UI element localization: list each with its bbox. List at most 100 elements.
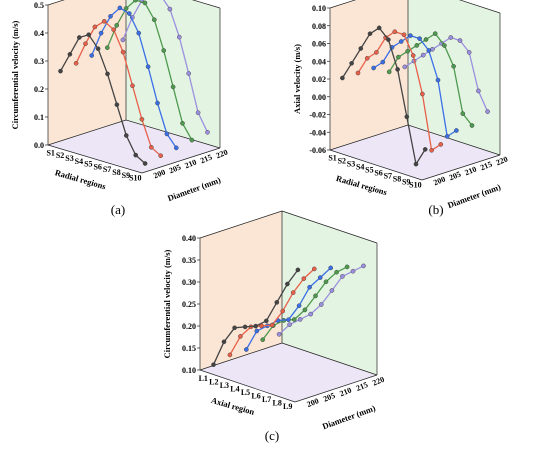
data-point	[386, 37, 391, 43]
z-tick-label: -0.06	[309, 146, 326, 155]
data-point	[133, 0, 138, 3]
diameter-tick-label: 220	[215, 148, 229, 161]
data-point	[454, 128, 459, 133]
z-tick-label: 0.06	[312, 40, 326, 49]
data-point	[344, 264, 350, 270]
data-point	[420, 91, 425, 97]
box-edge	[329, 0, 357, 9]
box-edge	[199, 210, 283, 239]
data-point	[105, 45, 110, 51]
data-point	[329, 288, 335, 293]
box-edge	[407, 124, 501, 156]
z-tick-label: 0.0	[34, 141, 44, 150]
box-edge	[281, 342, 378, 376]
z-tick-label: -0.02	[309, 111, 326, 120]
data-point	[402, 64, 408, 70]
data-point	[195, 110, 201, 115]
box-edge	[47, 0, 65, 6]
data-point	[114, 22, 119, 28]
data-point	[355, 70, 361, 76]
data-point	[413, 161, 419, 167]
data-point	[286, 317, 291, 323]
box-edge	[47, 144, 143, 174]
diameter-tick-label: 205	[322, 391, 336, 404]
data-point	[307, 284, 312, 290]
x-tick-label: S5	[365, 166, 373, 175]
data-point	[291, 317, 297, 322]
data-point	[98, 30, 104, 36]
data-point	[108, 13, 113, 19]
left-wall	[48, 0, 126, 145]
box-edge	[329, 124, 409, 151]
diameter-tick-label: 210	[338, 386, 352, 399]
data-point	[243, 347, 249, 352]
z-axis-label: Axial velocity (m/s)	[292, 44, 302, 114]
z-tick-label: 0.10	[182, 366, 196, 375]
data-point	[280, 308, 286, 314]
x-tick-label: S10	[129, 174, 141, 183]
z-tick-label: 0.2	[34, 85, 44, 94]
x-tick-label: S9	[122, 171, 130, 180]
data-point	[414, 43, 420, 48]
data-point	[317, 275, 323, 280]
data-point	[313, 293, 318, 299]
x-tick-label: S8	[393, 175, 401, 184]
data-point	[444, 134, 450, 139]
box-edge	[421, 154, 501, 181]
data-point	[476, 88, 481, 94]
data-point	[260, 337, 266, 343]
data-point	[334, 269, 339, 275]
data-point	[151, 17, 157, 23]
data-point	[173, 145, 179, 151]
data-point	[392, 29, 398, 35]
x-tick-label: S7	[103, 165, 111, 174]
x-tick-label: L4	[230, 384, 239, 393]
x-tick-label: L5	[241, 388, 250, 397]
data-point	[386, 69, 392, 75]
data-point	[297, 317, 303, 322]
data-point	[114, 102, 120, 107]
data-point	[276, 331, 282, 337]
data-point	[469, 123, 475, 128]
data-point	[285, 281, 290, 287]
diameter-tick-label: 210	[463, 165, 477, 178]
data-point	[158, 153, 163, 158]
data-point	[410, 53, 416, 58]
z-tick-label: 0.15	[182, 344, 196, 353]
left-wall	[200, 211, 282, 370]
chart-panel-3: 0.10 0.15 0.20 0.25 0.30 0.35 0.40 Circumferent…	[162, 210, 386, 443]
diameter-tick-label: 200	[306, 396, 320, 409]
data-point	[120, 49, 126, 55]
series-line-200	[59, 33, 146, 164]
data-point	[308, 311, 314, 317]
data-point	[58, 68, 63, 74]
data-point	[133, 152, 138, 158]
data-point	[422, 147, 428, 152]
z-tick-label: 0.40	[182, 234, 196, 243]
diameter-tick-label: 200	[152, 168, 166, 181]
back-wall	[408, 0, 500, 155]
data-point	[142, 0, 148, 6]
data-point	[318, 302, 324, 307]
data-point	[287, 322, 292, 327]
data-point	[451, 64, 456, 69]
data-point	[92, 24, 98, 30]
z-tick-label: 0.00	[312, 93, 326, 102]
data-point	[435, 77, 441, 83]
data-point	[205, 129, 210, 135]
panel-label: (c)	[265, 428, 279, 443]
data-point	[364, 56, 370, 61]
x-tick-label: S3	[347, 160, 355, 169]
data-point	[311, 266, 317, 272]
diameter-axis-label: Diameter (mm)	[166, 175, 222, 204]
data-point	[242, 324, 248, 330]
z-tick-label: 0.20	[182, 322, 196, 331]
floor-plane	[330, 125, 500, 180]
box-edge	[47, 119, 127, 146]
data-point	[67, 52, 73, 57]
x-tick-label: S9	[402, 178, 410, 187]
z-tick-label: 0.10	[312, 4, 326, 13]
data-point	[77, 35, 82, 40]
left-wall	[330, 0, 408, 150]
